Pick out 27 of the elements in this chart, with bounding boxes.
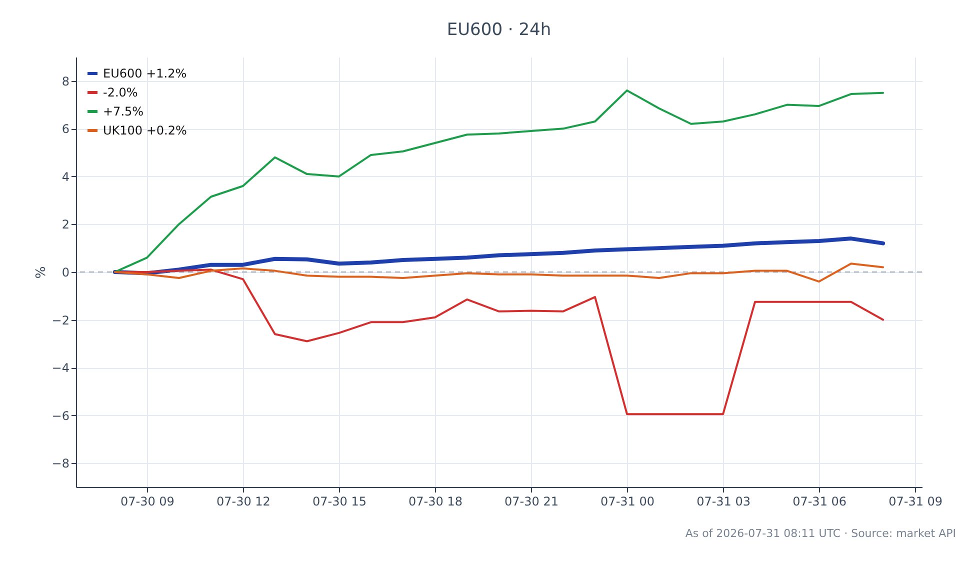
x-tick-label: 07-30 09 [120, 494, 174, 508]
y-tick-label: 8 [62, 74, 70, 88]
y-tick-label: −8 [52, 456, 70, 471]
y-tick-label: 6 [62, 122, 70, 136]
chart-title: EU600 · 24h [446, 20, 552, 40]
legend-label: +7.5% [103, 104, 144, 118]
x-tick-label: 07-31 06 [792, 494, 847, 508]
x-tick-label: 07-30 12 [216, 494, 270, 508]
y-tick-label: −2 [52, 313, 70, 328]
text: As of 2026-07-31 08:11 UTC · Source: market API [685, 527, 956, 540]
legend-label: -2.0% [103, 86, 138, 100]
x-tick-label: 07-31 03 [696, 494, 751, 508]
line-series [114, 262, 884, 283]
x-tick-label: 07-30 15 [312, 494, 366, 508]
y-tick-label: 0 [62, 266, 70, 280]
legend-label: EU600 +1.2% [103, 66, 187, 80]
y-axis-title: % [34, 266, 49, 279]
y-tick-label: 2 [62, 218, 70, 232]
x-tick-label: 07-30 21 [504, 494, 558, 508]
x-tick-label: 07-30 18 [408, 494, 462, 508]
line-series [112, 236, 886, 276]
y-tick-label: 4 [62, 170, 70, 184]
y-tick-label: −4 [52, 361, 70, 376]
y-tick-label: −6 [52, 408, 70, 423]
legend-label: UK100 +0.2% [103, 124, 187, 138]
x-tick-label: 07-31 09 [888, 494, 943, 508]
x-tick-label: 07-31 00 [600, 494, 654, 508]
